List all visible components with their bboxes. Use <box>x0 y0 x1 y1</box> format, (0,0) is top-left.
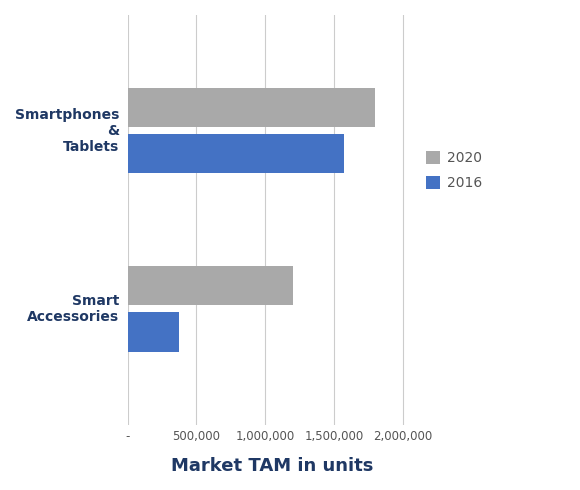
Bar <box>128 312 179 351</box>
Bar <box>128 134 344 173</box>
X-axis label: Market TAM in units: Market TAM in units <box>171 457 373 475</box>
Legend: 2020, 2016: 2020, 2016 <box>426 151 482 190</box>
Bar <box>128 266 292 305</box>
Bar <box>128 88 375 127</box>
